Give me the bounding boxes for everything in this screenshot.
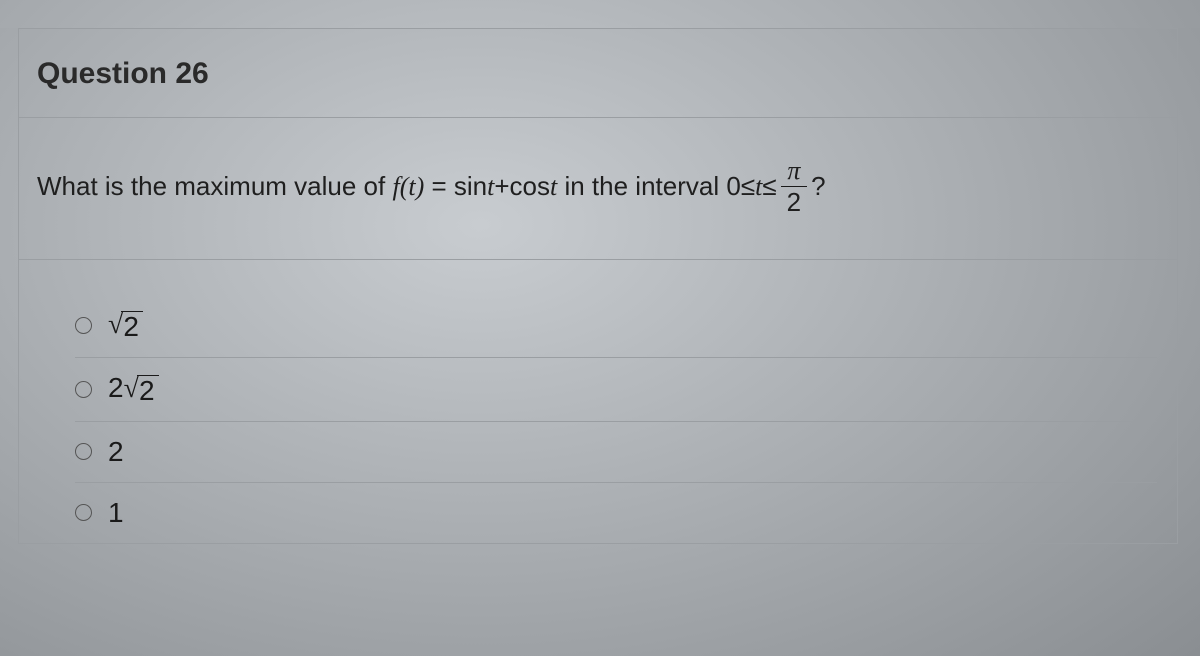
stem-t1: t — [487, 172, 494, 202]
question-header: Question 26 — [19, 29, 1177, 118]
frac-den: 2 — [781, 186, 807, 215]
option-row[interactable]: 2√2 — [75, 358, 1157, 422]
option-row[interactable]: 2 — [75, 422, 1157, 483]
radio-button[interactable] — [75, 443, 92, 460]
sqrt-radicand: 2 — [121, 311, 143, 343]
stem-qmark: ? — [811, 171, 825, 202]
sqrt-expr: √2 — [108, 311, 143, 343]
radio-button[interactable] — [75, 504, 92, 521]
stem-le2: ≤ — [762, 171, 776, 202]
sqrt-radicand: 2 — [137, 375, 159, 407]
radio-button[interactable] — [75, 317, 92, 334]
option-label: 2 — [108, 436, 124, 468]
option-row[interactable]: 1 — [75, 483, 1157, 543]
stem-func-lhs: f(t) — [392, 172, 424, 202]
option-row[interactable]: √2 — [75, 294, 1157, 358]
stem-le1: ≤ — [741, 171, 755, 202]
options-list: √22√221 — [19, 260, 1177, 543]
stem-t2: t — [550, 172, 557, 202]
stem-prefix: What is the maximum value of — [37, 171, 392, 202]
question-stem: What is the maximum value of f(t) = sin … — [19, 118, 1177, 260]
option-coeff: 2 — [108, 372, 124, 403]
frac-num: π — [783, 158, 804, 186]
stem-mid: in the interval — [557, 171, 726, 202]
question-card: Question 26 What is the maximum value of… — [18, 28, 1178, 544]
stem-eq: = — [424, 171, 454, 202]
stem-zero: 0 — [726, 171, 740, 202]
sqrt-expr: √2 — [124, 375, 159, 407]
option-label: 2√2 — [108, 372, 159, 407]
question-title: Question 26 — [37, 57, 1159, 91]
radio-button[interactable] — [75, 381, 92, 398]
stem-tvar: t — [755, 172, 762, 202]
stem-plus: + — [494, 171, 509, 202]
option-label: √2 — [108, 308, 143, 343]
stem-sin: sin — [454, 171, 487, 202]
stem-cos: cos — [510, 171, 550, 202]
option-label: 1 — [108, 497, 124, 529]
stem-fraction: π 2 — [781, 158, 807, 215]
